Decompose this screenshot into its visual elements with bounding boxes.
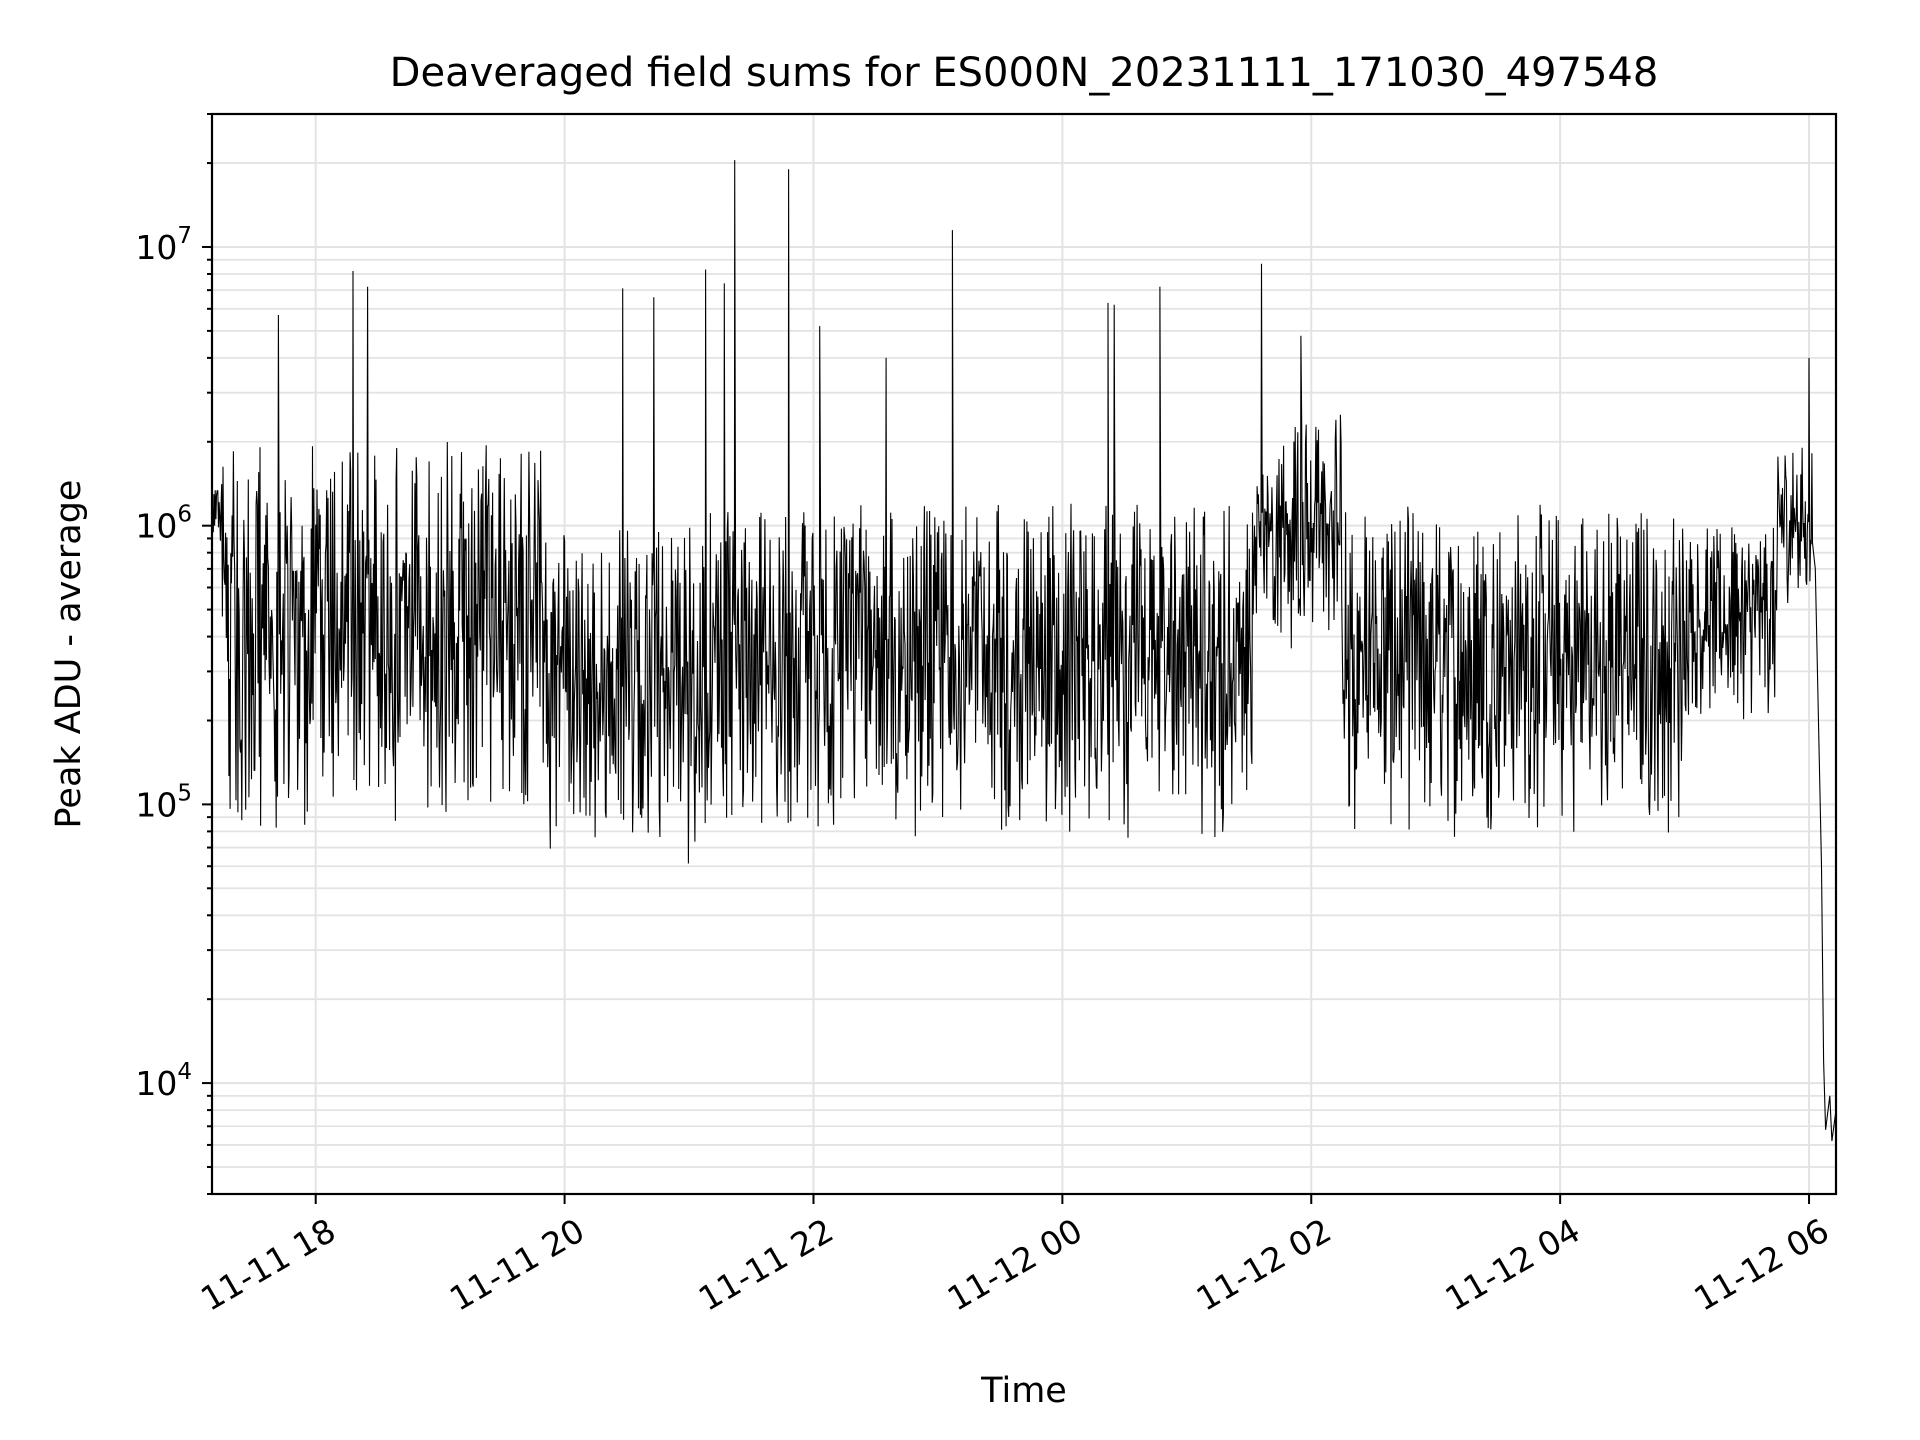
y-tick-label: 107 [135,223,192,267]
grid [212,113,1836,1195]
series-line [211,160,1837,1142]
x-tick-label: 11-11 22 [692,1211,840,1319]
y-tick-label: 105 [135,780,192,824]
y-axis-label: Peak ADU - average [49,480,89,829]
plot-frame [210,112,1838,1196]
x-tick-label: 11-12 06 [1687,1211,1835,1319]
data-series [211,160,1837,1142]
y-tick-label: 104 [135,1059,192,1103]
x-tick-label: 11-11 18 [194,1211,342,1319]
y-tick-label: 106 [135,502,192,546]
chart-title: Deaveraged field sums for ES000N_2023111… [390,50,1659,96]
x-tick-label: 11-12 04 [1439,1211,1587,1319]
x-tick-label: 11-12 00 [941,1211,1089,1319]
x-axis-label: Time [980,1371,1067,1411]
x-tick-label: 11-11 20 [443,1211,591,1319]
x-tick-label: 11-12 02 [1190,1211,1338,1319]
